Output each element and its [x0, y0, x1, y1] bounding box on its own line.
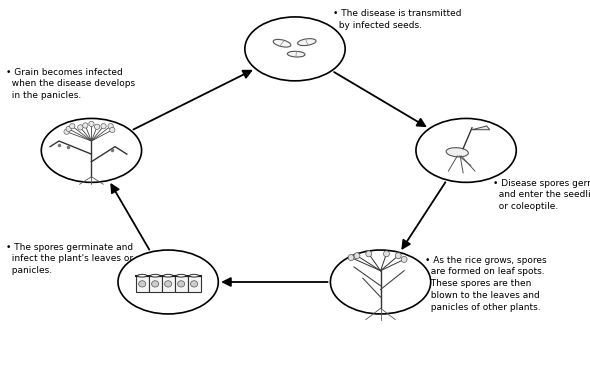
Text: • Grain becomes infected
  when the disease develops
  in the panicles.: • Grain becomes infected when the diseas…: [6, 68, 135, 100]
Ellipse shape: [189, 274, 199, 277]
Text: • The disease is transmitted
  by infected seeds.: • The disease is transmitted by infected…: [333, 9, 462, 30]
Ellipse shape: [165, 281, 172, 287]
Ellipse shape: [150, 274, 160, 277]
Ellipse shape: [366, 251, 372, 257]
Ellipse shape: [152, 281, 159, 287]
Text: • As the rice grows, spores
  are formed on leaf spots.
  These spores are then
: • As the rice grows, spores are formed o…: [425, 256, 546, 312]
Ellipse shape: [416, 118, 516, 182]
Ellipse shape: [191, 281, 198, 287]
Ellipse shape: [354, 253, 360, 259]
Ellipse shape: [101, 124, 106, 129]
Ellipse shape: [139, 281, 146, 287]
Ellipse shape: [348, 255, 354, 261]
Ellipse shape: [94, 124, 100, 129]
Ellipse shape: [401, 256, 407, 262]
Text: • The spores germinate and
  infect the plant's leaves or
  panicles.: • The spores germinate and infect the pl…: [6, 243, 133, 275]
Ellipse shape: [395, 253, 401, 259]
Ellipse shape: [245, 17, 345, 81]
Ellipse shape: [273, 39, 291, 47]
Ellipse shape: [330, 250, 431, 314]
Ellipse shape: [66, 126, 71, 132]
Bar: [149, 276, 162, 292]
Bar: [136, 276, 149, 292]
Ellipse shape: [446, 148, 468, 157]
Ellipse shape: [118, 250, 218, 314]
Ellipse shape: [64, 129, 69, 134]
Ellipse shape: [70, 124, 75, 129]
Ellipse shape: [41, 118, 142, 182]
Ellipse shape: [384, 251, 389, 257]
Ellipse shape: [163, 274, 173, 277]
Bar: [175, 276, 188, 292]
Ellipse shape: [176, 274, 186, 277]
Ellipse shape: [78, 125, 83, 130]
Ellipse shape: [287, 51, 305, 57]
Text: • Disease spores germinate
  and enter the seedling roots
  or coleoptile.: • Disease spores germinate and enter the…: [493, 179, 590, 211]
Ellipse shape: [178, 281, 185, 287]
Polygon shape: [472, 126, 490, 130]
Ellipse shape: [108, 124, 113, 129]
Bar: [188, 276, 201, 292]
Ellipse shape: [88, 121, 94, 126]
Ellipse shape: [110, 127, 115, 133]
Ellipse shape: [83, 123, 88, 128]
Ellipse shape: [297, 39, 316, 45]
Bar: [162, 276, 175, 292]
Ellipse shape: [137, 274, 147, 277]
